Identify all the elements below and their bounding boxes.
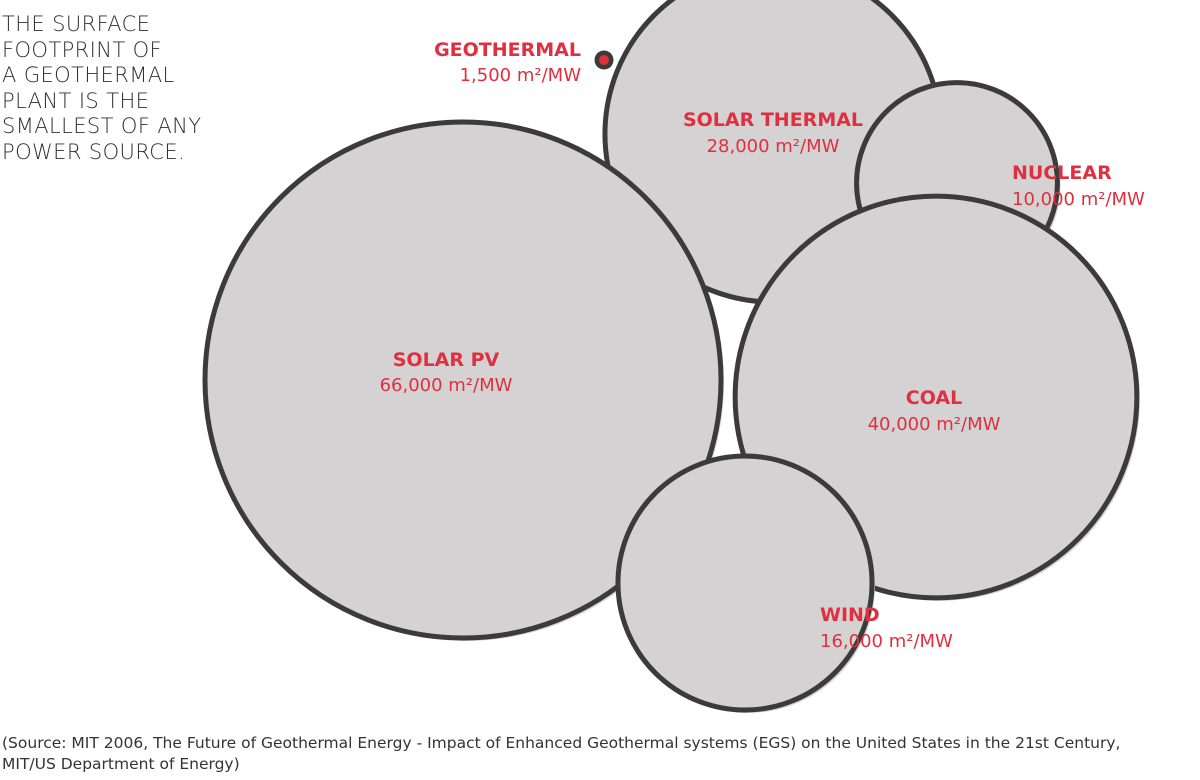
- bubble-name-label: GEOTHERMAL: [434, 39, 581, 61]
- headline-line: POWER SOURCE.: [2, 139, 186, 164]
- source-line: MIT/US Department of Energy): [2, 755, 240, 773]
- bubble-value-label: 40,000 m²/MW: [868, 414, 1001, 435]
- bubble-value-label: 28,000 m²/MW: [707, 136, 840, 157]
- source-line: (Source: MIT 2006, The Future of Geother…: [2, 734, 1121, 752]
- bubble-solar-pv: [202, 119, 724, 641]
- bubble-name-label: SOLAR THERMAL: [683, 109, 863, 131]
- bubble-name-label: NUCLEAR: [1012, 162, 1112, 184]
- bubble-name-label: COAL: [906, 387, 962, 409]
- headline-line: PLANT IS THE: [2, 88, 150, 113]
- bubble-value-label: 10,000 m²/MW: [1012, 189, 1145, 210]
- source-note: (Source: MIT 2006, The Future of Geother…: [2, 733, 1182, 775]
- bubble-value-label: 66,000 m²/MW: [380, 375, 513, 396]
- bubble-name-label: SOLAR PV: [393, 349, 500, 371]
- headline-line: THE SURFACE: [2, 12, 151, 36]
- headline-line: A GEOTHERMAL: [2, 63, 175, 88]
- bubble-geothermal: [599, 55, 609, 65]
- bubble-value-label: 1,500 m²/MW: [460, 65, 582, 86]
- bubble-wind: [615, 453, 875, 713]
- headline-line: SMALLEST OF ANY: [2, 114, 202, 139]
- bubble-value-label: 16,000 m²/MW: [820, 631, 953, 652]
- headline-line: FOOTPRINT OF: [2, 37, 163, 62]
- bubble-name-label: WIND: [820, 604, 880, 626]
- headline: THE SURFACE FOOTPRINT OF A GEOTHERMAL PL…: [2, 12, 232, 166]
